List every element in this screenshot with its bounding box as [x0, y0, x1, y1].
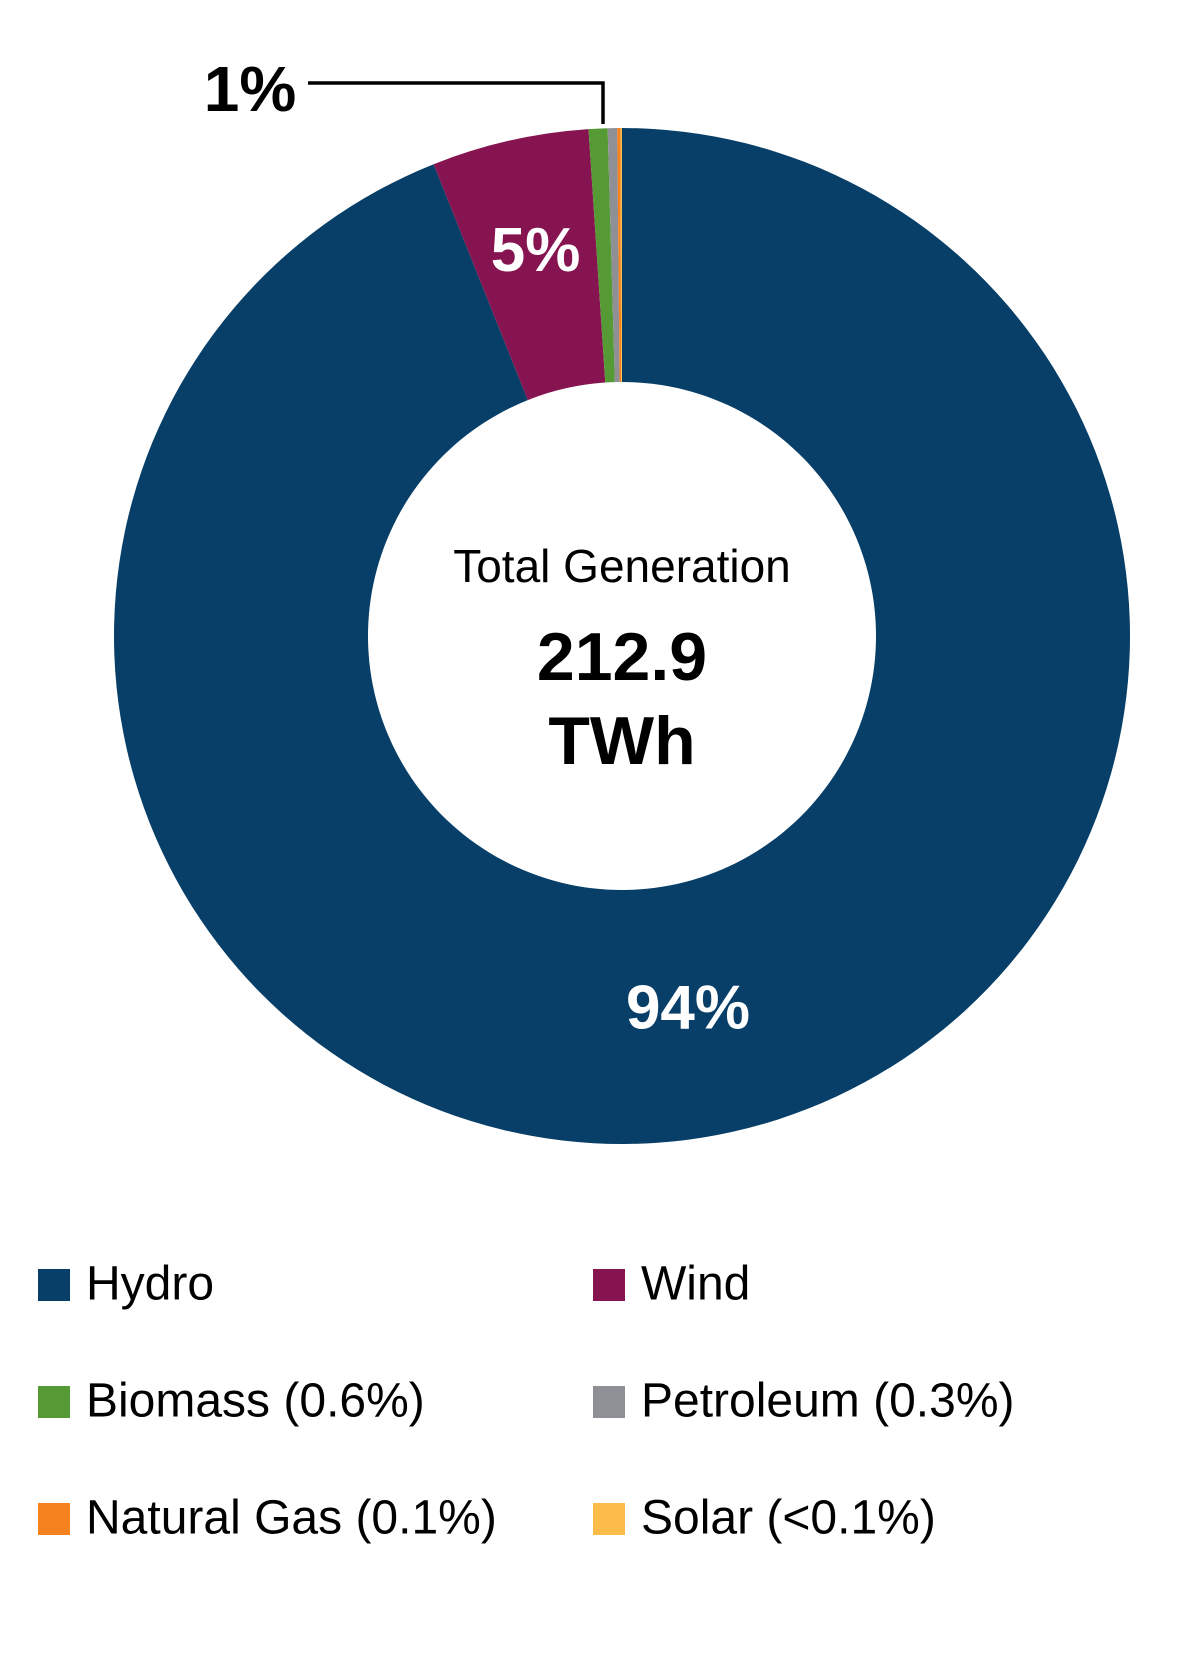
legend-swatch: [38, 1386, 70, 1418]
legend-swatch: [593, 1386, 625, 1418]
slice: [607, 128, 620, 383]
slice: [433, 129, 606, 401]
legend-swatch: [38, 1269, 70, 1301]
center-title: Total Generation: [453, 540, 791, 592]
slice: [620, 128, 622, 383]
legend-swatch: [593, 1503, 625, 1535]
legend-swatch: [38, 1503, 70, 1535]
legend-label: Wind: [641, 1258, 750, 1311]
callout-label: 1%: [204, 53, 297, 125]
legend: Hydro Wind Biomass (0.6%) Petroleum (0.3%) N…: [38, 1258, 1014, 1545]
legend-label: Hydro: [86, 1258, 214, 1311]
legend-label: Biomass (0.6%): [86, 1375, 425, 1428]
callout-line: [308, 81, 605, 124]
data-label: 5%: [491, 216, 581, 285]
slices: [113, 128, 1130, 1145]
center-unit: TWh: [548, 703, 695, 779]
legend-swatch: [593, 1269, 625, 1301]
legend-label: Natural Gas (0.1%): [86, 1492, 497, 1545]
slice: [617, 128, 622, 383]
legend-label: Petroleum (0.3%): [641, 1375, 1014, 1428]
data-label: 94%: [626, 973, 750, 1042]
center-value: 212.9: [537, 619, 707, 695]
slice: [113, 128, 1130, 1145]
slice: [588, 128, 615, 383]
legend-label: Solar (<0.1%): [641, 1492, 936, 1545]
